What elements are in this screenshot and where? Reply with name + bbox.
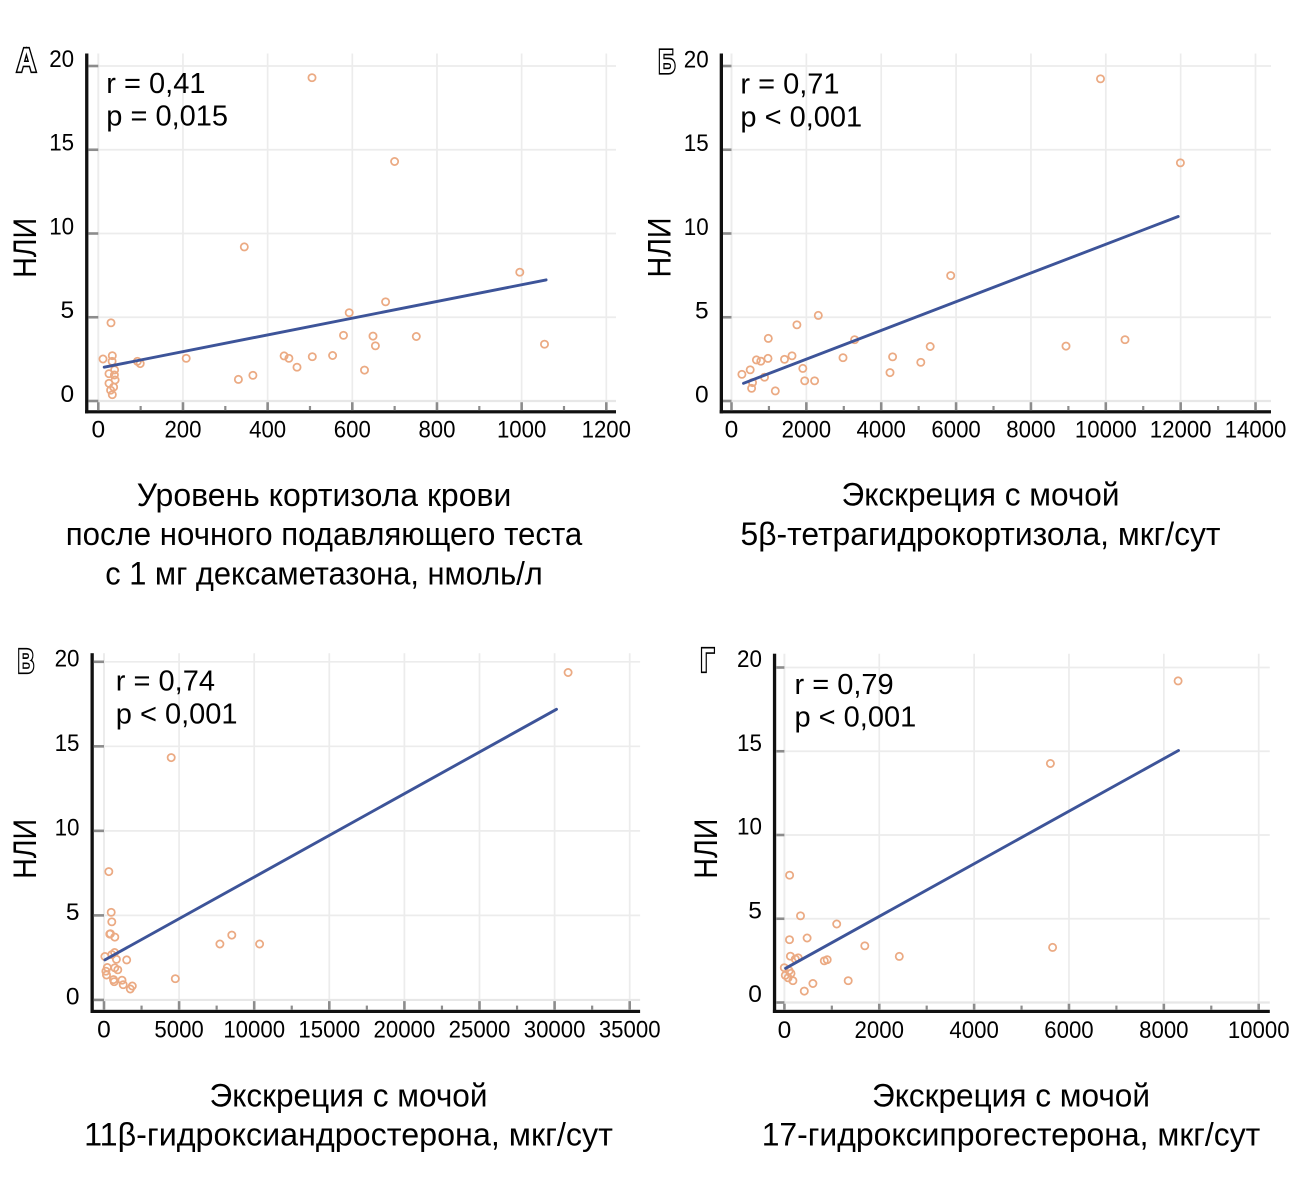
svg-text:6000: 6000 xyxy=(931,417,980,444)
svg-text:5000: 5000 xyxy=(154,1017,203,1044)
svg-text:35000: 35000 xyxy=(599,1017,661,1044)
svg-text:8000: 8000 xyxy=(1139,1017,1188,1044)
svg-text:НЛИ: НЛИ xyxy=(688,819,724,879)
svg-text:А: А xyxy=(17,41,37,78)
svg-text:НЛИ: НЛИ xyxy=(642,218,678,278)
svg-text:6000: 6000 xyxy=(1044,1017,1093,1044)
svg-text:20: 20 xyxy=(684,46,709,73)
svg-text:после ночного подавляющего тес: после ночного подавляющего теста xyxy=(66,516,583,552)
svg-text:15: 15 xyxy=(55,730,80,757)
svg-text:p = 0,015: p = 0,015 xyxy=(106,101,228,133)
svg-text:0: 0 xyxy=(60,381,74,408)
svg-text:1200: 1200 xyxy=(582,417,631,444)
svg-text:r = 0,74: r = 0,74 xyxy=(116,666,215,698)
svg-text:200: 200 xyxy=(164,417,201,444)
svg-text:0: 0 xyxy=(778,1017,792,1044)
svg-text:4000: 4000 xyxy=(857,417,906,444)
svg-text:10: 10 xyxy=(684,214,709,241)
svg-text:0: 0 xyxy=(725,417,739,444)
svg-text:НЛИ: НЛИ xyxy=(7,218,43,278)
svg-text:10: 10 xyxy=(737,814,762,841)
svg-text:10000: 10000 xyxy=(223,1017,285,1044)
svg-text:Б: Б xyxy=(658,43,675,80)
svg-text:p < 0,001: p < 0,001 xyxy=(740,102,862,134)
svg-text:1000: 1000 xyxy=(497,417,546,444)
svg-text:15: 15 xyxy=(737,730,762,757)
svg-text:10: 10 xyxy=(49,213,74,240)
svg-text:5β-тетрагидрокортизола, мкг/су: 5β-тетрагидрокортизола, мкг/сут xyxy=(741,516,1221,552)
svg-text:0: 0 xyxy=(97,1017,111,1044)
svg-text:25000: 25000 xyxy=(449,1017,511,1044)
svg-text:11β-гидроксиандростерона, мкг/: 11β-гидроксиандростерона, мкг/сут xyxy=(84,1117,613,1153)
svg-text:0: 0 xyxy=(66,984,80,1011)
svg-text:10000: 10000 xyxy=(1228,1017,1290,1044)
svg-text:0: 0 xyxy=(695,381,709,408)
svg-text:В: В xyxy=(18,643,35,680)
svg-text:4000: 4000 xyxy=(949,1017,998,1044)
svg-text:Г: Г xyxy=(701,642,715,679)
svg-text:600: 600 xyxy=(334,417,371,444)
svg-text:0: 0 xyxy=(91,417,105,444)
svg-text:8000: 8000 xyxy=(1006,417,1055,444)
svg-text:r = 0,79: r = 0,79 xyxy=(795,669,894,701)
svg-text:5: 5 xyxy=(60,297,74,324)
svg-text:0: 0 xyxy=(748,981,762,1008)
svg-text:400: 400 xyxy=(249,417,286,444)
svg-text:15000: 15000 xyxy=(298,1017,360,1044)
svg-text:5: 5 xyxy=(748,897,762,924)
svg-text:15: 15 xyxy=(684,130,709,157)
svg-text:800: 800 xyxy=(418,417,455,444)
svg-text:с 1 мг дексаметазона, нмоль/л: с 1 мг дексаметазона, нмоль/л xyxy=(105,556,543,592)
svg-text:r = 0,41: r = 0,41 xyxy=(106,68,205,100)
svg-text:r = 0,71: r = 0,71 xyxy=(740,69,839,101)
svg-text:НЛИ: НЛИ xyxy=(7,819,43,879)
svg-text:12000: 12000 xyxy=(1150,417,1212,444)
svg-text:5: 5 xyxy=(66,899,80,926)
svg-text:14000: 14000 xyxy=(1225,417,1287,444)
svg-text:10: 10 xyxy=(55,814,80,841)
svg-text:20000: 20000 xyxy=(374,1017,436,1044)
svg-text:20: 20 xyxy=(49,46,74,73)
svg-text:Уровень кортизола крови: Уровень кортизола крови xyxy=(137,477,512,513)
svg-text:Экскреция с мочой: Экскреция с мочой xyxy=(872,1077,1150,1113)
svg-text:p < 0,001: p < 0,001 xyxy=(116,698,238,730)
svg-text:17-гидроксипрогестерона, мкг/с: 17-гидроксипрогестерона, мкг/сут xyxy=(762,1116,1261,1152)
svg-text:15: 15 xyxy=(49,130,74,157)
svg-text:10000: 10000 xyxy=(1075,417,1137,444)
svg-text:p < 0,001: p < 0,001 xyxy=(795,702,917,734)
svg-text:5: 5 xyxy=(695,298,709,325)
svg-text:Экскреция с мочой: Экскреция с мочой xyxy=(842,477,1120,513)
svg-text:Экскреция с мочой: Экскреция с мочой xyxy=(210,1078,488,1114)
svg-text:2000: 2000 xyxy=(782,417,831,444)
svg-text:30000: 30000 xyxy=(524,1017,586,1044)
svg-text:20: 20 xyxy=(55,645,80,672)
svg-text:20: 20 xyxy=(737,646,762,673)
svg-text:2000: 2000 xyxy=(855,1017,904,1044)
